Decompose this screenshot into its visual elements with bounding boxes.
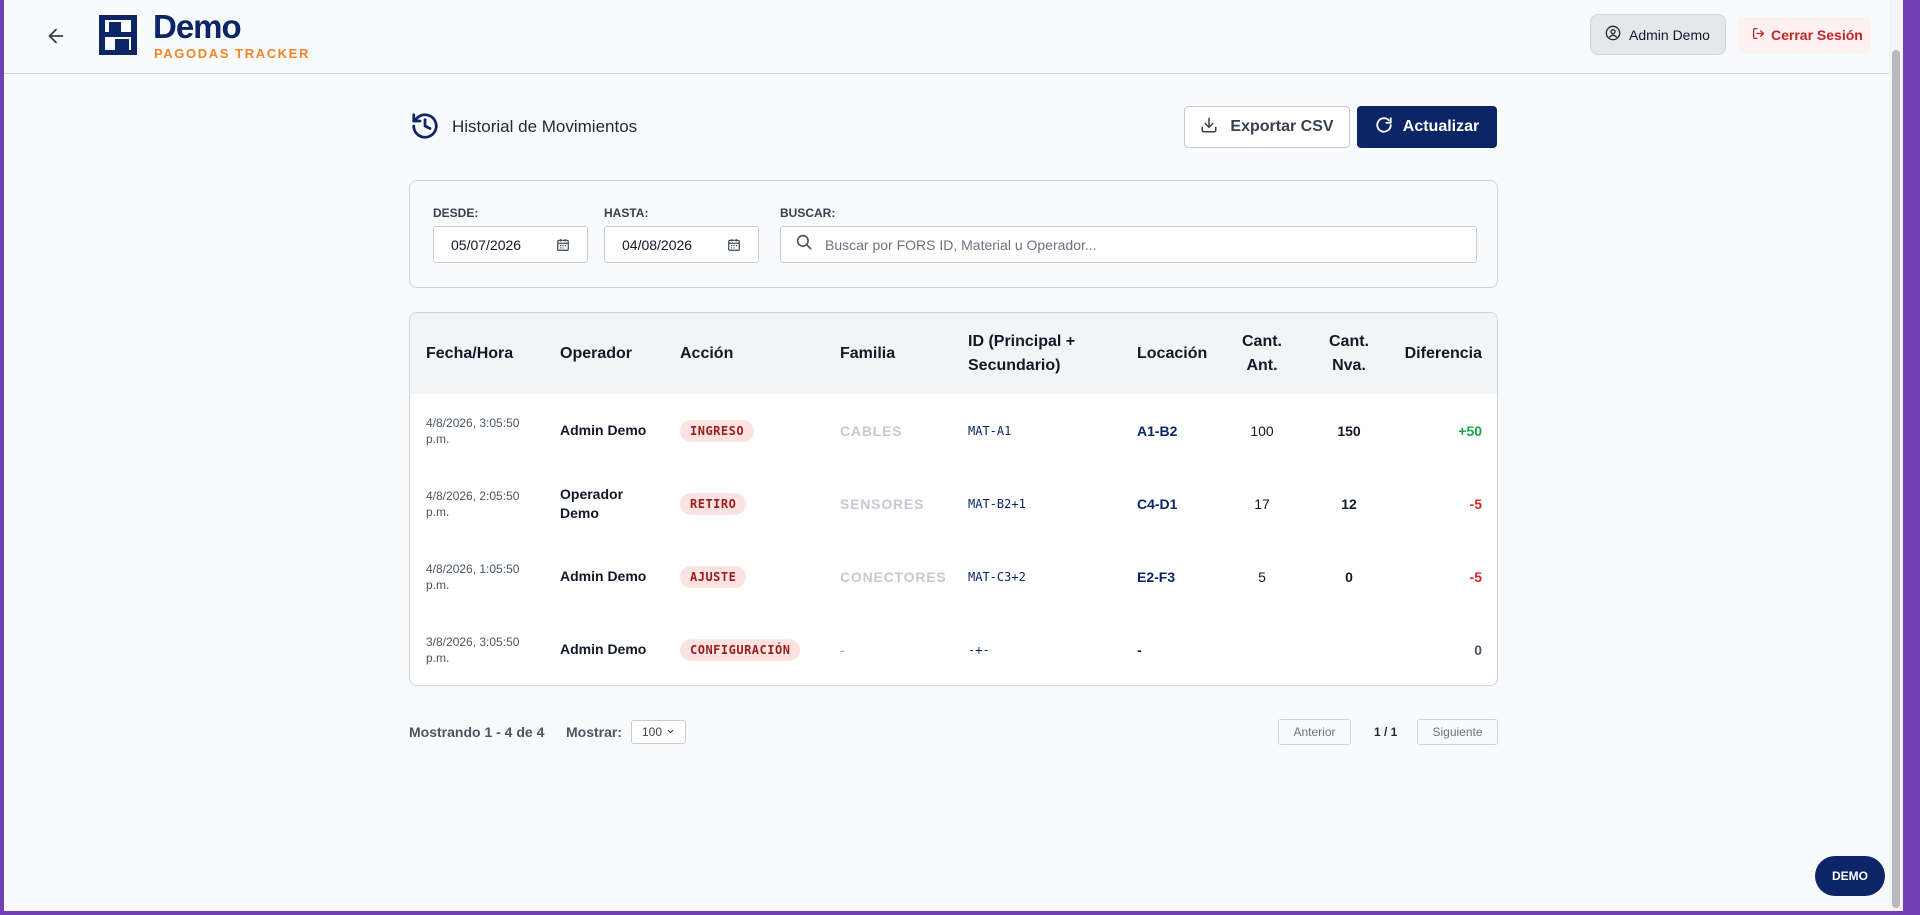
header-family[interactable]: Familia bbox=[840, 344, 896, 362]
cell-qty-before: 100 bbox=[1250, 422, 1274, 439]
from-date-input[interactable]: 05/07/2026 bbox=[433, 226, 588, 263]
download-icon bbox=[1200, 116, 1218, 139]
action-badge: AJUSTE bbox=[680, 565, 747, 588]
app-window: Demo PAGODAS TRACKER Admin Demo Cerrar S… bbox=[4, 0, 1903, 911]
cell-action: CONFIGURACIÓN bbox=[680, 613, 801, 685]
page-size-label: Mostrar: bbox=[566, 724, 623, 740]
header-qty-new[interactable]: Cant. Nva. bbox=[1329, 332, 1369, 374]
demo-badge[interactable]: DEMO bbox=[1815, 856, 1885, 896]
header-id[interactable]: ID (Principal + Secundario) bbox=[968, 332, 1076, 374]
calendar-icon[interactable] bbox=[556, 238, 570, 255]
cell-id: MAT-A1 bbox=[968, 423, 1012, 438]
header-qty-before[interactable]: Cant. Ant. bbox=[1242, 332, 1282, 374]
prev-page-button[interactable]: Anterior bbox=[1278, 719, 1351, 745]
refresh-label: Actualizar bbox=[1402, 118, 1480, 135]
table-row[interactable]: 4/8/2026, 1:05:50 p.m. Admin Demo AJUSTE… bbox=[410, 540, 1497, 614]
cell-location: C4-D1 bbox=[1137, 495, 1178, 512]
search-field[interactable] bbox=[780, 226, 1477, 263]
cell-qty-new: 12 bbox=[1341, 495, 1357, 512]
vertical-scrollbar[interactable] bbox=[1889, 0, 1903, 911]
table-row[interactable]: 4/8/2026, 3:05:50 p.m. Admin Demo INGRES… bbox=[410, 394, 1497, 468]
page-title: Historial de Movimientos bbox=[452, 117, 638, 136]
cell-family: CONECTORES bbox=[840, 568, 947, 585]
search-input[interactable] bbox=[823, 235, 1476, 254]
user-circle-icon bbox=[1605, 25, 1621, 44]
cell-id: MAT-C3+2 bbox=[968, 569, 1026, 584]
to-date-value: 04/08/2026 bbox=[622, 236, 693, 253]
cell-qty-new: 150 bbox=[1337, 422, 1361, 439]
cell-location: A1-B2 bbox=[1137, 422, 1178, 439]
header-date[interactable]: Fecha/Hora bbox=[426, 344, 514, 362]
brand-name: Demo bbox=[153, 8, 242, 45]
cell-operator: Admin Demo bbox=[560, 568, 647, 584]
cell-qty-before: 17 bbox=[1254, 495, 1270, 512]
logout-label: Cerrar Sesión bbox=[1771, 27, 1863, 43]
search-icon bbox=[795, 233, 813, 256]
header-operator[interactable]: Operador bbox=[560, 344, 633, 362]
from-date-value: 05/07/2026 bbox=[451, 236, 522, 253]
scrollbar-thumb[interactable] bbox=[1892, 50, 1900, 908]
user-menu-button[interactable]: Admin Demo bbox=[1590, 14, 1726, 55]
calendar-icon[interactable] bbox=[727, 238, 741, 255]
history-icon bbox=[410, 111, 440, 146]
results-count: Mostrando 1 - 4 de 4 bbox=[409, 724, 545, 740]
to-label: HASTA: bbox=[604, 206, 649, 220]
page-size-value: 100 bbox=[641, 725, 663, 739]
cell-date: 3/8/2026, 3:05:50 p.m. bbox=[426, 634, 520, 665]
cell-location: - bbox=[1137, 641, 1142, 658]
table-header: Fecha/Hora Operador Acción Familia ID (P… bbox=[410, 313, 1497, 395]
cell-qty-before: 5 bbox=[1258, 568, 1266, 585]
export-csv-button[interactable]: Exportar CSV bbox=[1184, 106, 1350, 148]
header-diff[interactable]: Diferencia bbox=[1404, 344, 1482, 362]
shelf-logo-icon bbox=[97, 13, 139, 62]
cell-date: 4/8/2026, 3:05:50 p.m. bbox=[426, 415, 520, 446]
cell-family: - bbox=[840, 641, 846, 658]
movements-table: Fecha/Hora Operador Acción Familia ID (P… bbox=[409, 312, 1498, 686]
page-indicator: 1 / 1 bbox=[1374, 725, 1398, 739]
cell-date: 4/8/2026, 1:05:50 p.m. bbox=[426, 561, 520, 592]
cell-operator: Admin Demo bbox=[560, 641, 647, 657]
cell-operator: Admin Demo bbox=[560, 422, 647, 438]
logout-button[interactable]: Cerrar Sesión bbox=[1738, 17, 1871, 53]
cell-diff: 0 bbox=[1474, 641, 1482, 658]
header-location[interactable]: Locación bbox=[1137, 344, 1208, 362]
cell-date: 4/8/2026, 2:05:50 p.m. bbox=[426, 488, 520, 519]
cell-location: E2-F3 bbox=[1137, 568, 1176, 585]
refresh-icon bbox=[1375, 116, 1393, 139]
action-badge: RETIRO bbox=[680, 492, 747, 515]
filters-panel: DESDE: 05/07/2026 HASTA: 04/08/2026 BUSC… bbox=[409, 180, 1498, 288]
table-row[interactable]: 3/8/2026, 3:05:50 p.m. Admin Demo CONFIG… bbox=[410, 613, 1497, 685]
cell-diff: -5 bbox=[1469, 568, 1482, 585]
to-date-input[interactable]: 04/08/2026 bbox=[604, 226, 759, 263]
page-size-select[interactable]: 100 bbox=[631, 720, 686, 744]
next-page-button[interactable]: Siguiente bbox=[1417, 719, 1498, 745]
refresh-button[interactable]: Actualizar bbox=[1357, 106, 1497, 148]
top-header: Demo PAGODAS TRACKER Admin Demo Cerrar S… bbox=[4, 0, 1903, 74]
cell-diff: -5 bbox=[1469, 495, 1482, 512]
cell-qty-new bbox=[1319, 613, 1379, 685]
search-label: BUSCAR: bbox=[780, 206, 836, 220]
cell-diff: +50 bbox=[1458, 422, 1482, 439]
logout-icon bbox=[1752, 27, 1765, 43]
cell-qty-new: 0 bbox=[1345, 568, 1353, 585]
table-row[interactable]: 4/8/2026, 2:05:50 p.m. Operador Demo RET… bbox=[410, 467, 1497, 541]
back-arrow-icon[interactable] bbox=[42, 22, 70, 50]
cell-id: -+- bbox=[968, 642, 990, 657]
from-label: DESDE: bbox=[433, 206, 479, 220]
action-badge: INGRESO bbox=[680, 419, 755, 442]
header-action[interactable]: Acción bbox=[680, 344, 734, 362]
cell-family: CABLES bbox=[840, 422, 903, 439]
cell-action: RETIRO bbox=[680, 467, 747, 540]
cell-action: AJUSTE bbox=[680, 540, 747, 613]
brand-subtitle: PAGODAS TRACKER bbox=[154, 46, 310, 61]
chevron-down-icon bbox=[666, 725, 675, 739]
cell-family: SENSORES bbox=[840, 495, 925, 512]
cell-operator: Operador Demo bbox=[560, 485, 624, 521]
user-name: Admin Demo bbox=[1629, 26, 1710, 43]
action-badge: CONFIGURACIÓN bbox=[680, 638, 801, 661]
cell-action: INGRESO bbox=[680, 394, 755, 467]
export-label: Exportar CSV bbox=[1230, 118, 1334, 135]
cell-id: MAT-B2+1 bbox=[968, 496, 1026, 511]
cell-qty-before bbox=[1232, 613, 1292, 685]
